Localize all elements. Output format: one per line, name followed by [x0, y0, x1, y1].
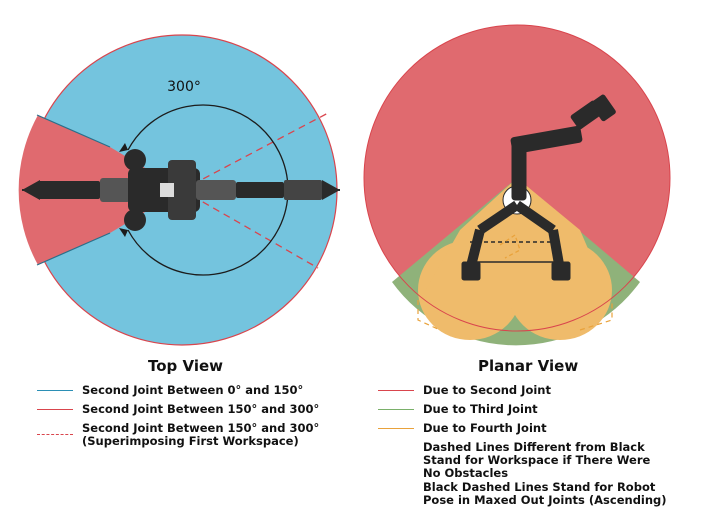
legend-note: Pose in Maxed Out Joints (Ascending) [423, 493, 667, 507]
planar-view-dashed-outline [417, 300, 613, 331]
top-view-arc-arrowhead [119, 228, 128, 237]
legend-note: Stand for Workspace if There Were [423, 453, 651, 467]
top-view-angle-label: 300° [167, 79, 201, 95]
legend-label: Second Joint Between 150° and 300° [82, 421, 320, 435]
top-view-dashed-line [181, 111, 331, 191]
legend-note: Dashed Lines Different from Black [423, 440, 645, 454]
legend-label: Second Joint Between 0° and 150° [82, 383, 304, 397]
top-view-title: Top View [148, 357, 224, 375]
legend-note: Black Dashed Lines Stand for Robot [423, 480, 656, 494]
legend-label: Due to Second Joint [423, 383, 551, 397]
planar-view-dashed-line [499, 233, 521, 259]
top-view-arc-arrowhead [119, 143, 128, 152]
planar-view-legend: Due to Second Joint Due to Third Joint D… [378, 384, 718, 519]
top-view-legend: Second Joint Between 0° and 150° Second … [37, 384, 357, 464]
legend-label: Due to Fourth Joint [423, 421, 547, 435]
legend-label: Due to Third Joint [423, 402, 538, 416]
legend-label-continued: (Superimposing First Workspace) [82, 434, 299, 448]
planar-view-robot [461, 94, 616, 281]
top-view-dashed-line [181, 189, 319, 269]
planar-view-diagram [363, 24, 671, 346]
planar-view-title: Planar View [478, 357, 579, 375]
top-view-boundary-line [36, 232, 111, 266]
top-view-boundary-line [36, 114, 111, 148]
legend-note: No Obstacles [423, 466, 509, 480]
legend-label: Second Joint Between 150° and 300° [82, 402, 320, 416]
planar-view-red-outline [363, 24, 671, 332]
top-view-robot [22, 149, 340, 231]
top-view-diagram: 300° [18, 34, 340, 346]
